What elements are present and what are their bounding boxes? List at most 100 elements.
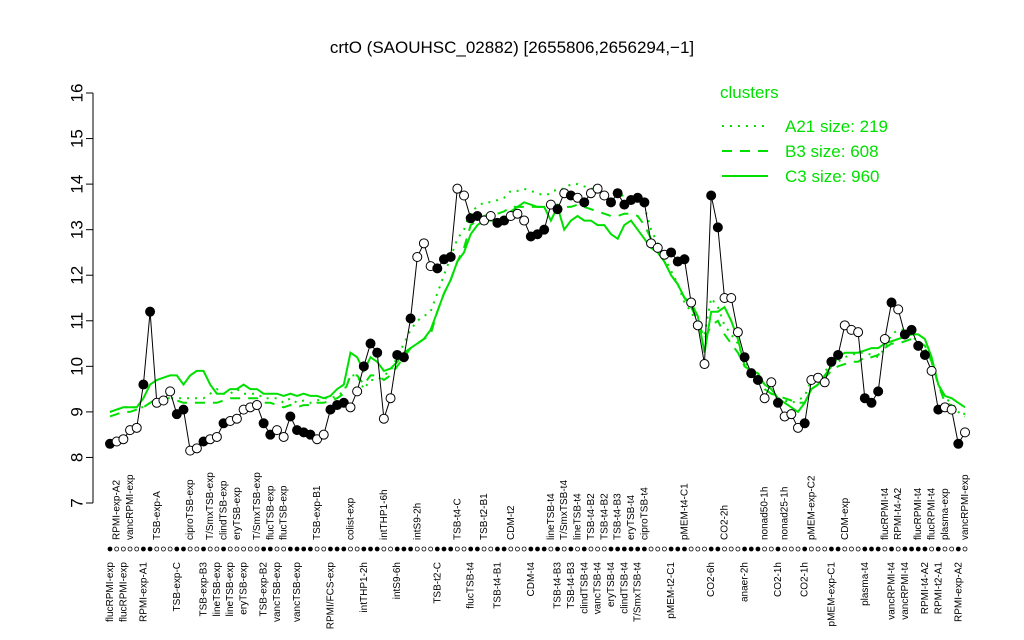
category-dot [428, 546, 434, 552]
x-tick-label: TSB-exp-B3 [199, 562, 210, 617]
y-tick-label: 11 [67, 312, 86, 330]
category-dot [829, 546, 834, 552]
category-dot [601, 546, 607, 552]
category-dot [835, 546, 841, 552]
category-dot [548, 546, 554, 552]
x-tick-label: CO2-6h [706, 562, 717, 597]
point [666, 247, 677, 258]
point [552, 204, 563, 215]
x-tick-label: flucRPMI-t4 [927, 487, 938, 540]
point [766, 377, 777, 388]
category-dot [748, 546, 754, 552]
y-tick-label: 8 [67, 453, 86, 462]
category-dot [448, 546, 454, 552]
category-dot [875, 546, 881, 552]
x-tick-label: pMEM-t2-C1 [666, 562, 677, 619]
category-dot [221, 546, 226, 552]
category-dot [261, 546, 267, 552]
x-tick-label: CO2-1h [800, 562, 811, 597]
x-tick-label: TSB-t4-B1 [492, 562, 503, 609]
point [345, 402, 356, 413]
point [231, 413, 242, 424]
point [686, 297, 697, 308]
category-dot [227, 546, 233, 552]
point [599, 190, 610, 201]
category-dot [341, 546, 347, 552]
point [886, 297, 897, 308]
category-dot [955, 546, 961, 552]
category-dot [762, 546, 768, 552]
x-tick-label: pMEM-exp-C2 [806, 475, 817, 540]
point [258, 418, 269, 429]
category-dot [581, 546, 587, 552]
x-tick-label: CO2-2h [720, 505, 731, 540]
category-dot [615, 546, 621, 552]
x-tick-label: nonad50-1h [760, 487, 771, 540]
point [365, 338, 376, 349]
category-dot [368, 546, 373, 552]
x-tick-label: TSB-t4-B3 [566, 562, 577, 609]
category-dot [535, 546, 540, 552]
category-dot [521, 546, 527, 552]
point [452, 183, 463, 194]
x-tick-label: TSB-exp-C [172, 562, 183, 611]
category-dot [241, 546, 246, 552]
category-dot [795, 546, 801, 552]
category-dot [962, 546, 968, 552]
category-dot [107, 546, 113, 552]
x-tick-label: flucRPMI-exp [118, 562, 129, 622]
category-dot [755, 546, 761, 552]
x-tick-label: RPMI-exp-A2 [953, 562, 964, 622]
category-dot [688, 546, 694, 552]
x-tick-label: intTHP1-2h [359, 562, 370, 613]
category-dot [595, 546, 601, 552]
category-dot [588, 546, 594, 552]
category-dot [207, 546, 213, 552]
category-dot [541, 546, 547, 552]
x-tick-label: RPMI-exp-A2 [112, 480, 123, 540]
point [739, 352, 750, 363]
y-tick-label: 16 [67, 84, 86, 103]
category-dot [662, 546, 667, 552]
y-tick-label: 15 [67, 129, 86, 148]
point [512, 208, 523, 219]
category-dot [849, 546, 854, 552]
x-tick-label: RPMI-exp-A1 [138, 562, 149, 622]
category-dot [120, 546, 126, 552]
category-dot [501, 546, 507, 552]
x-tick-label: T/SmxTSB-t4 [559, 480, 570, 540]
x-tick-label: RPMI-t4-A2 [920, 562, 931, 615]
category-dot [281, 546, 287, 552]
category-dot [608, 546, 614, 552]
x-tick-label: lineTSB-t4 [573, 493, 584, 540]
category-dot [902, 546, 908, 552]
x-tick-label: flucTSB-exp [265, 485, 276, 540]
x-tick-label: eryTSB-exp [232, 487, 243, 540]
category-dot [682, 546, 687, 552]
point [799, 418, 810, 429]
category-dot [842, 546, 848, 552]
point [946, 404, 957, 415]
x-tick-label: T/SmxTSB-exp [252, 472, 263, 540]
point [592, 183, 603, 194]
category-dot [181, 546, 186, 552]
point [726, 293, 737, 303]
category-dot [414, 546, 420, 552]
x-tick-label: plasma-exp [940, 488, 951, 540]
x-tick-label: flucRPMI-t4 [880, 487, 891, 540]
x-tick-label: TSB-t4-B2 [599, 493, 610, 540]
cluster-line [109, 183, 966, 418]
point [278, 431, 289, 442]
x-tick-label: lineTSB-t4 [546, 493, 557, 540]
y-tick-label: 12 [67, 266, 86, 285]
category-dot [114, 546, 120, 552]
x-tick-label: intS9-2h [412, 503, 423, 540]
point [251, 400, 262, 411]
point [145, 306, 156, 317]
point [158, 395, 169, 406]
x-tick-label: eryTSB-exp [239, 562, 250, 615]
legend-title: clusters [720, 83, 779, 102]
point [953, 438, 964, 449]
x-tick-label: vancTSB-t4 [593, 562, 604, 615]
category-dot [267, 546, 273, 552]
